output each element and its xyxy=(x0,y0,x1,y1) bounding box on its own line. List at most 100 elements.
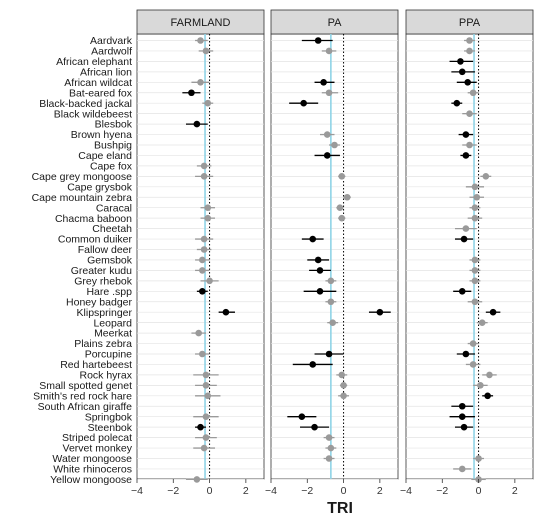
category-label: Black wildebeest xyxy=(54,108,132,120)
category-label: Grey rhebok xyxy=(74,275,133,287)
x-tick-label: −4 xyxy=(265,485,277,497)
data-point xyxy=(199,288,206,295)
data-point xyxy=(300,99,307,107)
category-label: Fallow deer xyxy=(78,244,133,256)
data-point xyxy=(202,434,210,441)
data-point xyxy=(469,340,477,347)
data-point xyxy=(460,235,468,243)
data-point xyxy=(466,47,473,55)
data-point xyxy=(462,350,470,358)
data-point xyxy=(195,329,202,337)
data-point xyxy=(338,173,346,180)
facet-strip xyxy=(270,9,399,35)
data-point xyxy=(376,308,384,316)
x-tick-label: −4 xyxy=(131,485,143,497)
data-point xyxy=(489,308,497,316)
data-point xyxy=(477,382,484,389)
category-label: Klipspringer xyxy=(77,307,133,319)
data-point xyxy=(471,214,479,222)
data-point xyxy=(193,476,201,483)
facet-strip-label: PA xyxy=(328,17,343,29)
data-point xyxy=(458,465,466,473)
data-point xyxy=(199,350,206,358)
category-label: Blesbok xyxy=(95,119,133,131)
x-tick-label: 2 xyxy=(243,485,249,497)
data-point xyxy=(466,110,473,117)
panel-frame xyxy=(270,33,399,480)
data-point xyxy=(462,131,470,138)
x-tick-label: 0 xyxy=(341,485,347,497)
data-point xyxy=(473,193,481,201)
data-point xyxy=(206,277,213,285)
data-point xyxy=(325,455,333,462)
x-tick-label: 0 xyxy=(476,485,482,497)
data-point xyxy=(323,152,331,159)
data-point xyxy=(320,79,327,86)
data-point xyxy=(202,413,210,421)
data-point xyxy=(197,79,204,86)
data-point xyxy=(200,173,208,180)
category-label: African elephant xyxy=(56,56,132,68)
data-point xyxy=(325,350,333,358)
data-point xyxy=(338,371,346,379)
category-label: Leopard xyxy=(93,317,132,329)
category-label: Gemsbok xyxy=(87,255,133,267)
data-point xyxy=(197,37,204,44)
data-point xyxy=(316,288,324,295)
x-tick-label: 2 xyxy=(377,485,383,497)
data-point xyxy=(486,371,493,379)
category-label: Springbok xyxy=(85,411,133,423)
data-point xyxy=(200,444,208,452)
category-label: Cape grysbok xyxy=(67,181,133,193)
category-label: Water mongoose xyxy=(52,453,132,465)
data-point xyxy=(193,120,201,128)
data-point xyxy=(202,382,210,389)
data-point xyxy=(309,235,317,243)
category-label: Aardvark xyxy=(90,35,133,47)
panel-frame xyxy=(136,33,265,480)
category-label: Cape eland xyxy=(78,150,132,162)
data-point xyxy=(471,183,479,191)
data-point xyxy=(314,256,322,264)
data-point xyxy=(469,89,477,97)
data-point xyxy=(484,392,491,400)
data-point xyxy=(475,455,482,462)
data-point xyxy=(471,277,479,285)
data-point xyxy=(325,89,333,97)
category-label: Aardwolf xyxy=(91,46,132,58)
data-point xyxy=(197,423,204,431)
data-point xyxy=(471,256,479,264)
data-point xyxy=(204,214,212,222)
category-label: Bat-eared fox xyxy=(69,87,133,99)
x-tick-label: −2 xyxy=(167,485,179,497)
data-point xyxy=(309,361,317,368)
data-point xyxy=(204,392,212,400)
data-point xyxy=(204,99,212,107)
data-point xyxy=(482,173,490,180)
data-point xyxy=(466,141,473,149)
x-axis-title: TRI xyxy=(327,500,353,517)
facet-strip xyxy=(405,9,534,35)
category-label: Brown hyena xyxy=(71,129,132,141)
data-point xyxy=(458,413,466,421)
x-tick-label: −2 xyxy=(301,485,313,497)
data-point xyxy=(331,141,338,149)
data-point xyxy=(202,371,210,379)
data-point xyxy=(199,267,206,274)
category-label: Chacma baboon xyxy=(55,213,132,225)
data-point xyxy=(340,392,347,400)
category-label: Smith's red rock hare xyxy=(33,390,132,402)
data-point xyxy=(464,79,471,86)
data-point xyxy=(340,382,347,389)
x-tick-label: −2 xyxy=(436,485,448,497)
data-point xyxy=(458,68,466,76)
panel-frame xyxy=(405,33,534,480)
category-label: Striped polecat xyxy=(62,432,132,444)
category-label: South African giraffe xyxy=(38,401,133,413)
category-label: White rhinoceros xyxy=(53,464,132,476)
category-label: Black-backed jackal xyxy=(39,98,132,110)
x-tick-label: −4 xyxy=(400,485,412,497)
category-label: Caracal xyxy=(96,202,132,214)
data-point xyxy=(329,319,336,326)
category-label: Hare .spp xyxy=(86,286,132,298)
